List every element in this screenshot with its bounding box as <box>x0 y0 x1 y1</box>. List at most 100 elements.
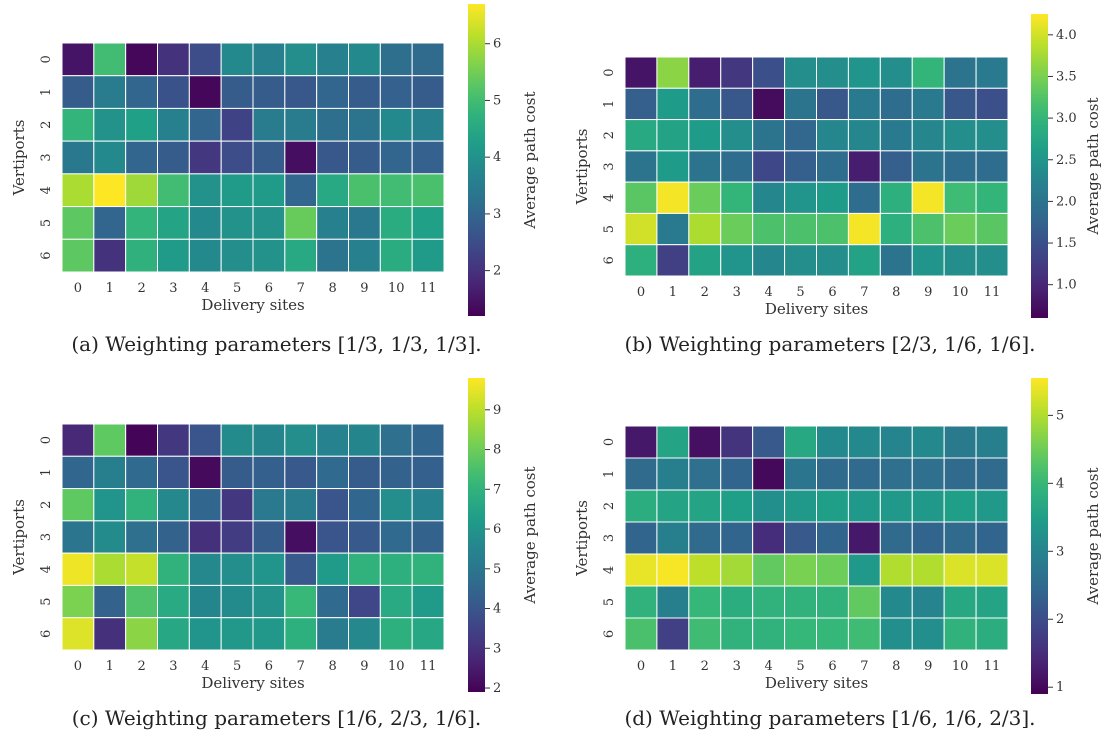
x-tick-label: 9 <box>360 659 368 674</box>
heatmap-cell <box>220 488 254 522</box>
heatmap-cell <box>847 212 881 246</box>
heatmap-cell <box>943 457 977 491</box>
heatmap-cell <box>220 140 254 175</box>
heatmap-cell <box>975 457 1009 491</box>
heatmap-cell <box>157 238 190 273</box>
y-tick-label: 4 <box>602 194 617 202</box>
heatmap-cell <box>379 42 413 77</box>
y-tick-label: 3 <box>39 533 54 541</box>
colorbar-tick-label: 2 <box>493 264 501 279</box>
x-tick-label: 11 <box>420 281 437 296</box>
heatmap-cell <box>943 87 977 121</box>
heatmap-cell <box>752 56 786 89</box>
heatmap-cell <box>61 238 95 273</box>
colorbar-tick-label: 3.5 <box>1056 69 1077 84</box>
heatmap-cell <box>847 521 881 555</box>
heatmap-cell <box>816 553 849 587</box>
colorbar-tick-label: 3 <box>493 207 501 222</box>
x-tick-label: 6 <box>265 659 273 674</box>
colorbar <box>1031 14 1048 318</box>
heatmap-cell <box>157 206 190 240</box>
heatmap-cell <box>847 617 881 651</box>
x-tick-label: 6 <box>828 659 836 674</box>
heatmap-cell <box>93 455 127 490</box>
heatmap-cell <box>157 75 190 109</box>
y-tick-label: 5 <box>39 219 54 227</box>
x-tick-label: 6 <box>828 285 836 300</box>
heatmap-cell <box>252 552 286 586</box>
heatmap-cell <box>720 585 754 619</box>
heatmap-cell <box>624 553 658 587</box>
heatmap-cell <box>720 181 754 214</box>
heatmap-cell <box>411 552 445 586</box>
heatmap-cell <box>943 553 977 587</box>
colorbar-tick-label: 5 <box>493 93 501 108</box>
x-tick-label: 5 <box>796 285 804 300</box>
heatmap-cell <box>220 173 254 208</box>
heatmap-cell <box>624 457 658 491</box>
heatmap-cell <box>911 425 945 459</box>
heatmap-cell <box>379 455 413 490</box>
heatmap-cell <box>847 87 881 121</box>
heatmap-cell <box>188 423 222 457</box>
y-tick-label: 6 <box>602 630 617 638</box>
heatmap-cell <box>93 488 127 522</box>
heatmap-cell <box>220 42 254 77</box>
heatmap-cell <box>61 488 95 522</box>
heatmap-cell <box>125 617 158 651</box>
heatmap-cell <box>252 206 286 240</box>
y-tick-label: 2 <box>39 121 54 129</box>
heatmap-cell <box>975 150 1009 183</box>
colorbar <box>468 4 485 316</box>
heatmap-cell <box>411 206 445 240</box>
heatmap-cell <box>220 238 254 273</box>
heatmap-cell <box>284 206 318 240</box>
heatmap-cell <box>624 521 658 555</box>
x-axis-label: Delivery sites <box>201 674 304 692</box>
heatmap-cell <box>284 140 318 175</box>
heatmap-cell <box>688 244 722 277</box>
heatmap-cell <box>252 173 286 208</box>
heatmap-cell <box>656 181 690 214</box>
heatmap-cell <box>720 87 754 121</box>
heatmap-cell <box>816 119 849 152</box>
x-tick-label: 3 <box>169 281 177 296</box>
heatmap-cell <box>847 457 881 491</box>
heatmap-cell <box>61 173 95 208</box>
heatmap-cell <box>348 423 381 457</box>
heatmap-cell <box>252 488 286 522</box>
heatmap-cell <box>975 425 1009 459</box>
heatmap-cell <box>284 617 318 651</box>
x-tick-label: 2 <box>137 281 145 296</box>
heatmap-cell <box>688 150 722 183</box>
colorbar-tick-label: 4 <box>1056 476 1064 491</box>
heatmap-cell <box>348 584 381 619</box>
heatmap-cell <box>943 425 977 459</box>
colorbar-tick-label: 2.0 <box>1056 194 1077 209</box>
heatmap-cell <box>220 206 254 240</box>
caption-a: (a) Weighting parameters [1/3, 1/3, 1/3]… <box>71 332 482 356</box>
heatmap-cell <box>157 107 190 142</box>
heatmap-cell <box>93 617 127 651</box>
heatmap-cell <box>379 75 413 109</box>
heatmap-cell <box>379 140 413 175</box>
heatmap-cell <box>188 617 222 651</box>
heatmap-cell <box>752 244 786 277</box>
heatmap-cell <box>316 206 349 240</box>
heatmap-cell <box>316 75 349 109</box>
x-tick-label: 10 <box>388 659 405 674</box>
heatmap-cell <box>188 206 222 240</box>
heatmap-cell <box>93 238 127 273</box>
x-tick-label: 3 <box>169 659 177 674</box>
heatmap-cell <box>847 489 881 523</box>
x-tick-label: 6 <box>265 281 273 296</box>
y-tick-label: 6 <box>39 252 54 260</box>
x-tick-label: 5 <box>233 659 241 674</box>
y-tick-label: 0 <box>602 438 617 446</box>
colorbar <box>468 378 485 692</box>
heatmap-cell <box>720 489 754 523</box>
heatmap-cell <box>943 119 977 152</box>
heatmap-cell <box>157 42 190 77</box>
heatmap-cell <box>752 87 786 121</box>
y-axis-label: Vertiports <box>573 500 591 577</box>
